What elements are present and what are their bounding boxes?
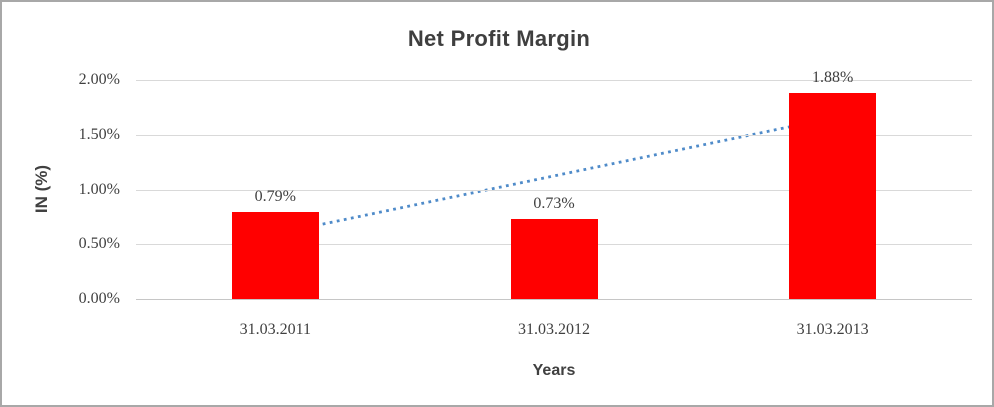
y-tick-label: 0.00%: [78, 290, 120, 307]
gridline: [136, 189, 972, 191]
bar-value-label: 0.73%: [533, 195, 575, 213]
y-tick-label: 2.00%: [78, 71, 120, 88]
x-category-label: 31.03.2013: [796, 321, 869, 338]
bar-value-label: 0.79%: [254, 188, 296, 206]
x-category-label: 31.03.2011: [239, 321, 312, 338]
bar-value-label: 1.88%: [811, 69, 854, 87]
bar-31.03.2011: [231, 212, 319, 299]
chart-title: Net Profit Margin: [407, 26, 591, 51]
trendline: [273, 115, 836, 236]
bar-31.03.2012: [510, 219, 598, 299]
x-axis-title: Years: [532, 362, 576, 379]
x-category-label: 31.03.2012: [518, 321, 590, 338]
x-axis-line: [136, 299, 972, 300]
y-tick-label: 0.50%: [78, 235, 120, 253]
gridline: [136, 80, 972, 81]
gridline: [136, 134, 972, 136]
y-tick-label: 1.50%: [78, 125, 120, 143]
bar-31.03.2013: [789, 93, 877, 299]
y-tick-label: 1.00%: [78, 180, 120, 198]
